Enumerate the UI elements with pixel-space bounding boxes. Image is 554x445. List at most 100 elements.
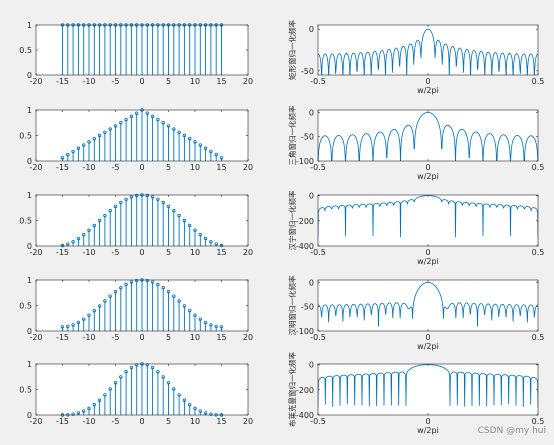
x-tick-label: 0 xyxy=(139,77,144,86)
y-tick-label: -50 xyxy=(301,303,314,312)
watermark: CSDN @my hui xyxy=(477,426,546,436)
axes-frame xyxy=(35,24,249,76)
stem-marker xyxy=(219,156,224,160)
x-tick-label: 5 xyxy=(166,163,171,172)
x-axis-label: w/2pi xyxy=(417,257,439,266)
stem-marker xyxy=(166,290,171,294)
y-axis-label: 布莱克曼窗归一化频率 xyxy=(287,352,297,427)
x-tick-label: 10 xyxy=(190,333,200,342)
stem-marker xyxy=(161,121,165,125)
stem-marker xyxy=(134,278,139,283)
stem-marker xyxy=(166,381,171,385)
stem-marker xyxy=(161,200,165,205)
x-tick-label: 20 xyxy=(243,163,253,172)
stem-marker xyxy=(60,156,65,160)
y-tick-label: -50 xyxy=(301,67,314,76)
stem-marker xyxy=(187,403,192,407)
x-tick-label: -15 xyxy=(56,333,69,342)
stem-marker xyxy=(103,393,107,397)
x-tick-label: 0 xyxy=(425,417,430,426)
y-tick-label: -100 xyxy=(296,157,314,166)
plot-area xyxy=(318,25,538,75)
stem-marker xyxy=(129,280,134,284)
y-tick-label: 0.5 xyxy=(19,132,32,141)
y-tick-label: 0 xyxy=(27,242,32,251)
stem-marker xyxy=(198,143,202,147)
x-tick-label: -5 xyxy=(112,417,120,426)
stem-marker xyxy=(71,412,75,416)
x-tick-label: 20 xyxy=(243,77,253,86)
axes-frame xyxy=(35,194,249,247)
stem-plot: -20 -15 -10 -5 0 5 10 15 20 0 0.5 1 xyxy=(19,21,253,86)
stem-marker xyxy=(156,369,160,374)
y-tick-label: 0 xyxy=(27,411,32,420)
x-tick-label: 0.5 xyxy=(532,417,545,426)
stem-plot: -20 -15 -10 -5 0 5 10 15 20 0 0.5 1 xyxy=(19,360,253,426)
stem-marker xyxy=(182,304,187,308)
axes-frame xyxy=(317,24,539,76)
stem-marker xyxy=(76,320,81,325)
y-axis-label: 矩形窗归一化频率 xyxy=(287,20,297,80)
stem-marker xyxy=(81,232,86,237)
stem-marker xyxy=(182,133,187,138)
stem-marker xyxy=(60,243,65,248)
response-line xyxy=(318,112,538,161)
x-tick-label: -10 xyxy=(82,333,95,342)
x-tick-label: -20 xyxy=(29,163,42,172)
x-tick-label: 15 xyxy=(216,333,226,342)
stem-marker xyxy=(92,309,96,313)
x-tick-label: 0 xyxy=(139,163,144,172)
stem-marker xyxy=(81,143,86,147)
stem-marker xyxy=(97,398,102,402)
response-line xyxy=(318,364,538,408)
stem-marker xyxy=(150,365,155,370)
x-tick-label: 0 xyxy=(425,163,430,172)
stem-marker xyxy=(81,409,86,413)
x-tick-label: 0 xyxy=(425,333,430,342)
stem-marker xyxy=(145,193,149,198)
stem-marker xyxy=(156,197,160,201)
stem-marker xyxy=(161,286,165,290)
stem-marker xyxy=(66,152,70,157)
axes-frame xyxy=(317,363,539,416)
stem-marker xyxy=(161,375,165,379)
stem-marker xyxy=(124,369,128,374)
stem-marker xyxy=(172,387,176,391)
stem-marker xyxy=(156,117,160,122)
stem-marker xyxy=(129,195,134,199)
y-tick-label: 1 xyxy=(27,106,32,115)
stem-marker xyxy=(214,242,218,246)
stem-marker xyxy=(145,363,149,367)
y-tick-label: 1 xyxy=(27,360,32,369)
y-tick-label: 0.5 xyxy=(19,46,32,55)
y-tick-label: 0.5 xyxy=(19,302,32,311)
x-tick-label: 0.5 xyxy=(532,163,545,172)
stem-marker xyxy=(177,213,181,218)
y-tick-label: 0 xyxy=(309,108,314,117)
x-tick-label: 5 xyxy=(166,248,171,257)
axes-frame xyxy=(317,194,539,247)
x-axis-label: w/2pi xyxy=(417,86,439,95)
x-tick-label: -0.5 xyxy=(310,163,326,172)
stem-marker xyxy=(103,213,107,218)
axes-frame xyxy=(317,279,539,332)
stem-marker xyxy=(177,393,181,397)
stem-marker xyxy=(66,324,70,329)
stem-plot: -20 -15 -10 -5 0 5 10 15 20 0 0.5 1 xyxy=(19,191,253,257)
stem-marker xyxy=(198,232,202,237)
axes-frame xyxy=(317,109,539,162)
stem-marker xyxy=(150,195,155,199)
x-axis-label: w/2pi xyxy=(417,426,439,435)
stem-marker xyxy=(145,278,149,283)
stem-marker xyxy=(71,323,75,327)
stem-marker xyxy=(76,146,81,150)
x-tick-label: -10 xyxy=(82,163,95,172)
x-tick-label: 0 xyxy=(425,248,430,257)
stem-marker xyxy=(209,240,213,244)
x-tick-label: 0 xyxy=(139,417,144,426)
stem-marker xyxy=(193,140,197,144)
axes-frame xyxy=(35,363,249,416)
